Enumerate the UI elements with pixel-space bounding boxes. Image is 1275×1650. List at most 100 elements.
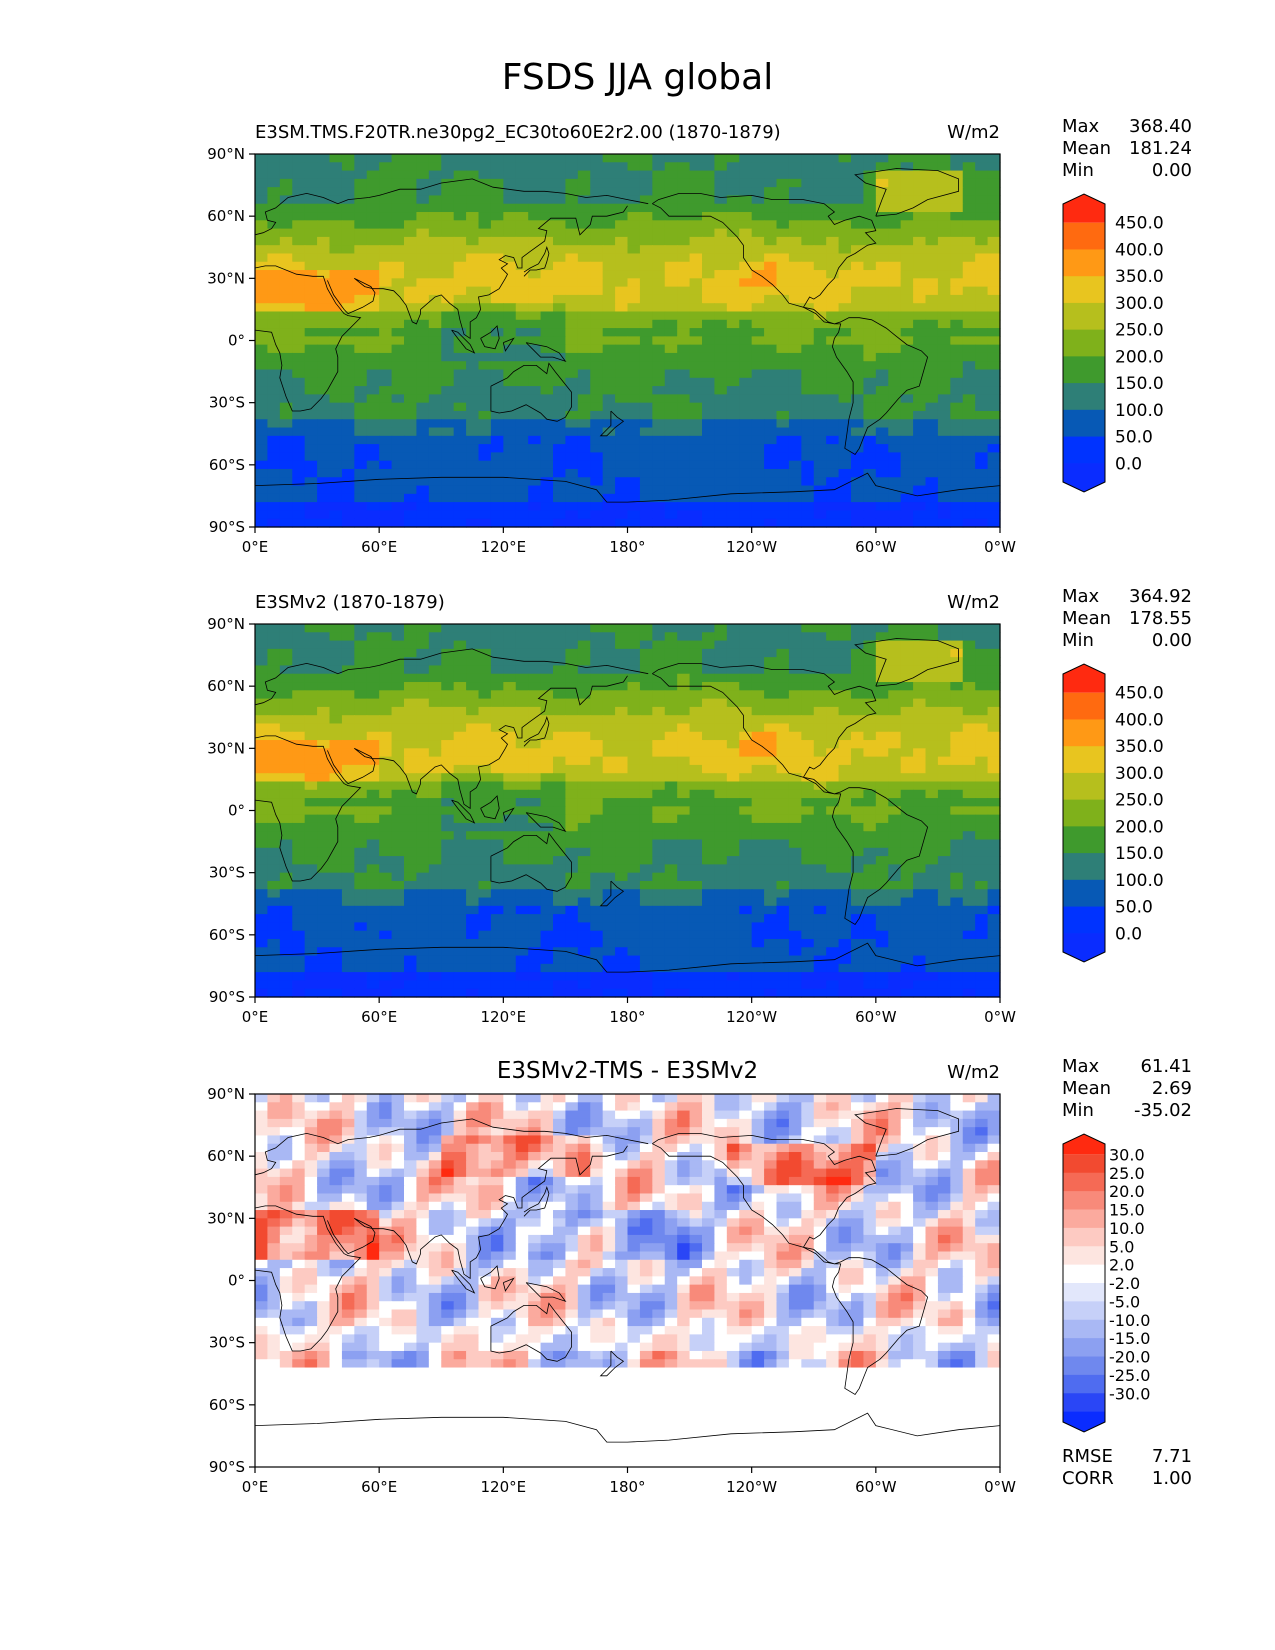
map-cell bbox=[801, 253, 815, 263]
map-cell bbox=[317, 419, 331, 429]
map-cell bbox=[577, 831, 591, 841]
map-cell bbox=[739, 203, 753, 213]
map-cell bbox=[751, 319, 765, 329]
map-cell bbox=[391, 468, 405, 478]
map-cell bbox=[689, 831, 703, 841]
map-cell bbox=[329, 493, 343, 503]
map-cell bbox=[304, 698, 318, 708]
map-cell bbox=[851, 286, 865, 296]
map-cell bbox=[317, 203, 331, 213]
map-cell bbox=[863, 162, 877, 172]
map-cell bbox=[627, 154, 641, 163]
map-cell bbox=[391, 278, 405, 288]
map-cell bbox=[851, 756, 865, 766]
map-cell bbox=[950, 822, 964, 832]
map-cell bbox=[987, 344, 1001, 354]
map-cell bbox=[515, 203, 529, 213]
map-cell bbox=[652, 485, 666, 495]
map-cell bbox=[987, 402, 1001, 412]
map-cell bbox=[652, 303, 666, 313]
map-cell bbox=[788, 386, 802, 395]
map-cell bbox=[639, 839, 653, 849]
map-cell bbox=[304, 460, 318, 470]
map-cell bbox=[764, 336, 778, 346]
map-cell bbox=[615, 740, 629, 749]
map-cell bbox=[726, 286, 740, 296]
map-cell bbox=[590, 493, 604, 503]
map-cell bbox=[577, 731, 591, 741]
map-cell bbox=[341, 427, 355, 437]
map-cell bbox=[503, 640, 517, 650]
map-cell bbox=[813, 740, 827, 749]
map-cell bbox=[851, 311, 865, 321]
map-cell bbox=[702, 632, 716, 642]
map-cell bbox=[764, 698, 778, 708]
map-cell bbox=[925, 278, 939, 288]
map-cell bbox=[987, 665, 1001, 675]
map-cell bbox=[863, 665, 877, 675]
map-cell bbox=[317, 344, 331, 354]
map-cell bbox=[888, 764, 902, 774]
map-cell bbox=[292, 847, 306, 857]
map-cell bbox=[329, 822, 343, 832]
map-cell bbox=[615, 460, 629, 470]
map-cell bbox=[987, 856, 1001, 865]
map-cell bbox=[801, 286, 815, 296]
map-cell bbox=[615, 311, 629, 321]
map-cell bbox=[466, 228, 480, 238]
map-cell bbox=[366, 170, 380, 180]
map-cell bbox=[366, 468, 380, 478]
map-cell bbox=[478, 632, 492, 642]
map-cell bbox=[652, 187, 666, 197]
map-cell bbox=[851, 485, 865, 495]
map-cell bbox=[739, 839, 753, 849]
map-cell bbox=[813, 518, 827, 528]
map-cell bbox=[677, 187, 691, 197]
map-cell bbox=[689, 914, 703, 923]
map-cell bbox=[788, 493, 802, 503]
map-cell bbox=[863, 468, 877, 478]
map-cell bbox=[702, 673, 716, 683]
map-cell bbox=[341, 344, 355, 354]
map-cell bbox=[565, 460, 579, 470]
map-cell bbox=[838, 377, 852, 387]
map-cell bbox=[590, 889, 604, 899]
map-cell bbox=[975, 419, 989, 429]
map-cell bbox=[900, 386, 914, 395]
map-cell bbox=[391, 864, 405, 874]
map-cell bbox=[354, 665, 368, 675]
map-cell bbox=[962, 303, 976, 313]
map-cell bbox=[366, 245, 380, 255]
map-cell bbox=[838, 905, 852, 915]
map-cell bbox=[341, 798, 355, 807]
map-cell bbox=[404, 203, 418, 213]
map-cell bbox=[950, 336, 964, 346]
map-cell bbox=[341, 286, 355, 296]
map-cell bbox=[987, 319, 1001, 329]
map-cell bbox=[851, 648, 865, 658]
map-cell bbox=[751, 715, 765, 725]
map-cell bbox=[453, 748, 467, 758]
map-cell bbox=[689, 493, 703, 503]
map-cell bbox=[478, 648, 492, 658]
map-cell bbox=[304, 319, 318, 329]
map-cell bbox=[726, 632, 740, 642]
map-cell bbox=[341, 236, 355, 246]
map-cell bbox=[863, 369, 877, 379]
map-cell bbox=[776, 386, 790, 395]
map-cell bbox=[304, 493, 318, 503]
map-cell bbox=[987, 806, 1001, 816]
map-cell bbox=[341, 822, 355, 832]
map-cell bbox=[466, 394, 480, 404]
map-cell bbox=[366, 905, 380, 915]
map-cell bbox=[453, 435, 467, 445]
map-cell bbox=[788, 419, 802, 429]
map-cell bbox=[428, 220, 442, 230]
map-cell bbox=[751, 278, 765, 288]
map-cell bbox=[751, 831, 765, 841]
map-cell bbox=[875, 839, 889, 849]
map-cell bbox=[863, 311, 877, 321]
map-cell bbox=[279, 178, 293, 188]
map-cell bbox=[975, 477, 989, 487]
map-cell bbox=[553, 228, 567, 238]
